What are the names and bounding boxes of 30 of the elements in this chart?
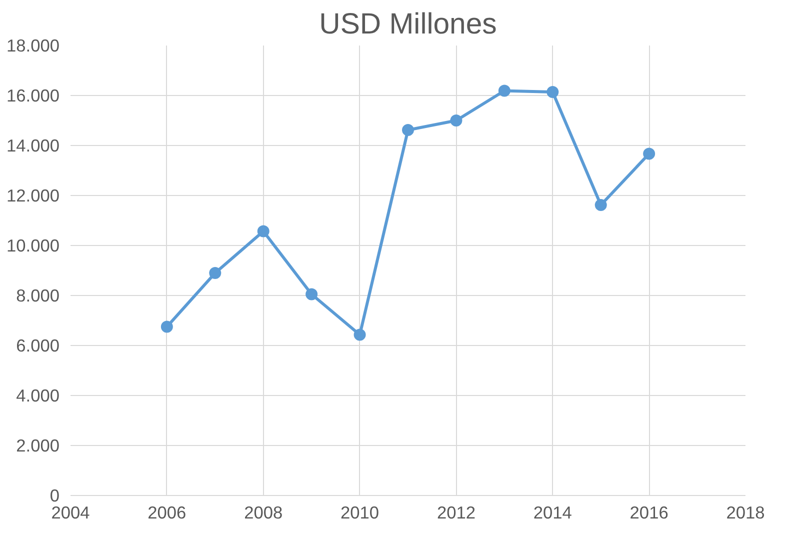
y-tick-label: 14.000 [6, 136, 60, 156]
x-tick-label: 2006 [148, 502, 186, 522]
point [546, 86, 559, 98]
x-tick-label: 2018 [726, 502, 765, 522]
x-tick-label: 2012 [436, 502, 476, 522]
point [594, 199, 607, 211]
y-tick-label: 18.000 [6, 36, 60, 56]
point [402, 124, 414, 136]
y-tick-label: 4.000 [16, 386, 60, 406]
point [160, 320, 173, 333]
x-tick-label: 2014 [533, 502, 572, 522]
point [257, 225, 270, 238]
point [498, 84, 510, 97]
y-tick-label: 8.000 [16, 286, 60, 306]
point [306, 288, 318, 300]
point [354, 328, 366, 341]
x-tick-label: 2004 [51, 502, 90, 522]
point [450, 114, 462, 126]
point [209, 267, 222, 279]
y-tick-label: 10.000 [6, 236, 60, 256]
point [643, 148, 656, 160]
x-tick-label: 2010 [340, 502, 380, 522]
y-tick-label: 2.000 [16, 436, 60, 456]
x-tick-label: 2008 [244, 502, 283, 522]
y-tick-label: 12.000 [6, 186, 60, 206]
x-tick-label: 2016 [630, 502, 668, 522]
y-tick-label: 16.000 [6, 86, 60, 106]
y-tick-label: 6.000 [16, 336, 60, 356]
chart-title: USD Millones [319, 8, 497, 40]
y-tick-label: 0 [50, 486, 60, 506]
